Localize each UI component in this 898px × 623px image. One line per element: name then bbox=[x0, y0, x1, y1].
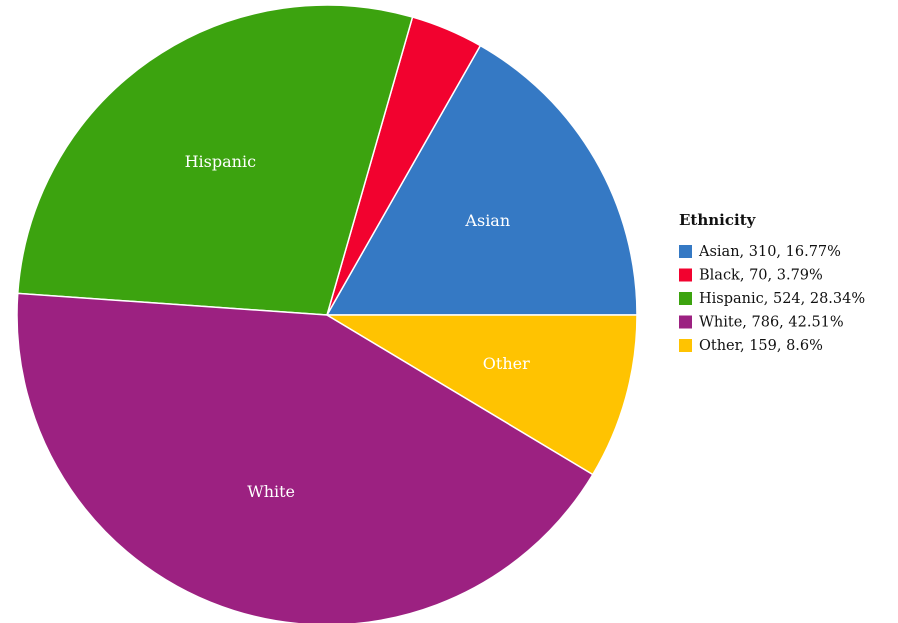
legend-swatch-black bbox=[679, 268, 692, 282]
legend-swatch-white bbox=[679, 315, 692, 329]
legend-swatch-hispanic bbox=[679, 292, 692, 305]
pie-slice-asian bbox=[325, 44, 638, 316]
legend-label-white: White, 786, 42.51% bbox=[699, 315, 844, 331]
legend: Ethnicity Asian, 310, 16.77% Black, 70, 3… bbox=[679, 211, 865, 354]
pie-slice-hispanic bbox=[16, 4, 414, 316]
slice-label-other: Other bbox=[483, 354, 530, 373]
legend-label-black: Black, 70, 3.79% bbox=[699, 268, 823, 284]
legend-items: Asian, 310, 16.77% Black, 70, 3.79% Hispan… bbox=[679, 244, 865, 354]
slice-label-asian: Asian bbox=[464, 211, 510, 230]
legend-swatch-asian bbox=[679, 245, 692, 258]
legend-label-asian: Asian, 310, 16.77% bbox=[698, 244, 841, 260]
pie-slice-white bbox=[16, 292, 594, 623]
legend-swatch-other bbox=[679, 339, 692, 352]
pie-slice-other bbox=[324, 314, 638, 476]
slice-label-hispanic: Hispanic bbox=[185, 152, 256, 171]
pie-slices bbox=[16, 4, 638, 623]
pie-slice-labels: Asian Hispanic White Other bbox=[185, 152, 530, 501]
legend-label-hispanic: Hispanic, 524, 28.34% bbox=[699, 291, 865, 307]
legend-label-other: Other, 159, 8.6% bbox=[699, 338, 823, 354]
legend-title: Ethnicity bbox=[679, 211, 757, 229]
slice-label-white: White bbox=[247, 482, 295, 501]
